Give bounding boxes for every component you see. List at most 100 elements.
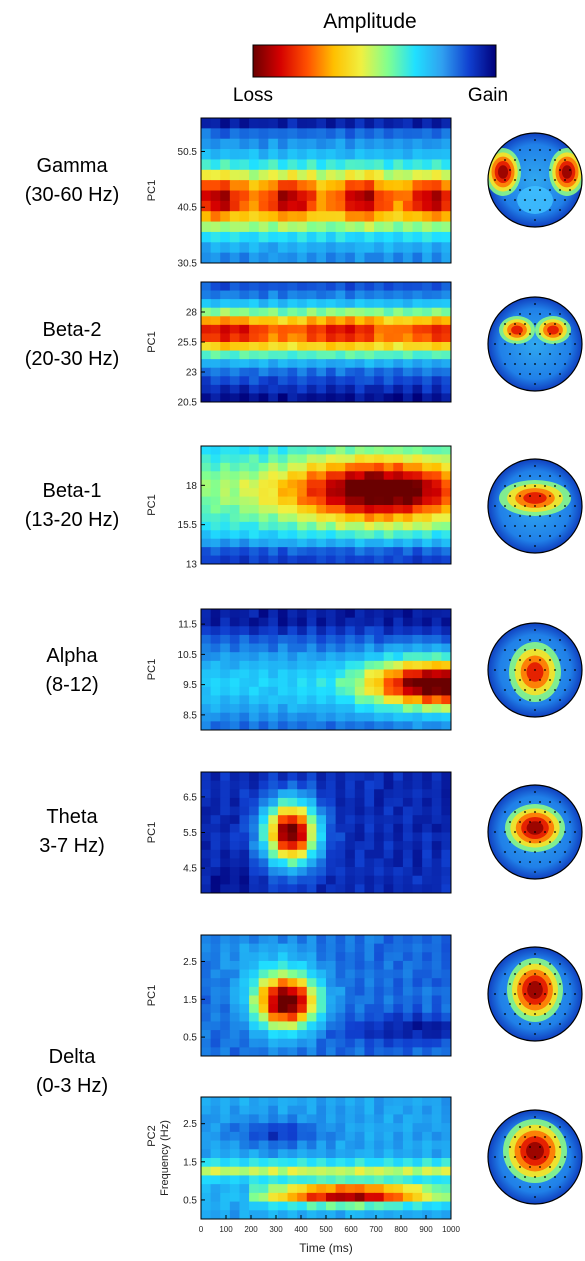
heatmap-cell: [297, 1105, 308, 1115]
heatmap-cell: [201, 242, 212, 254]
heatmap-cell: [277, 797, 288, 807]
heatmap-cell: [364, 180, 375, 191]
heatmap-cell: [306, 384, 317, 394]
heatmap-cell: [220, 841, 231, 851]
heatmap-cell: [277, 479, 288, 489]
electrode-dot: [534, 525, 536, 527]
heatmap-cell: [431, 513, 442, 523]
heatmap-cell: [364, 806, 375, 816]
heatmap-cell: [277, 712, 288, 722]
heatmap-cell: [201, 721, 212, 731]
heatmap-cell: [441, 1131, 452, 1141]
heatmap-cell: [258, 841, 269, 851]
heatmap-cell: [431, 307, 442, 317]
heatmap-cell: [297, 1175, 308, 1185]
heatmap-cell: [229, 652, 240, 662]
heatmap-cell: [249, 1166, 260, 1176]
heatmap-cell: [268, 643, 279, 653]
heatmap-cell: [287, 704, 298, 714]
heatmap-cell: [249, 1123, 260, 1133]
electrode-dot: [564, 973, 566, 975]
heatmap-cell: [431, 333, 442, 343]
electrode-dot: [549, 963, 551, 965]
heatmap-cell: [383, 290, 394, 300]
heatmap-cell: [393, 1166, 404, 1176]
electrode-dot: [564, 649, 566, 651]
heatmap-cell: [335, 1184, 346, 1194]
heatmap-cell: [220, 128, 231, 140]
heatmap-cell: [277, 686, 288, 696]
heatmap-cell: [431, 617, 442, 627]
heatmap-cell: [402, 118, 413, 129]
heatmap-cell: [239, 221, 250, 233]
heatmap-cell: [277, 867, 288, 877]
electrode-dot: [554, 505, 556, 507]
heatmap-cell: [210, 678, 221, 688]
heatmap-cell: [258, 875, 269, 885]
heatmap-cell: [277, 652, 288, 662]
heatmap-cell: [210, 1114, 221, 1124]
heatmap-cell: [210, 986, 221, 996]
heatmap-cell: [277, 660, 288, 670]
heatmap-cell: [229, 393, 240, 403]
heatmap-cell: [354, 704, 365, 714]
heatmap-cell: [326, 462, 337, 472]
heatmap-cell: [220, 488, 231, 497]
heatmap-cell: [229, 324, 240, 334]
electrode-dot: [504, 1013, 506, 1015]
heatmap-cell: [364, 1158, 375, 1168]
heatmap-cell: [258, 806, 269, 816]
heatmap-cell: [249, 128, 260, 140]
heatmap-cell: [412, 943, 423, 953]
electrode-dot: [519, 1186, 521, 1188]
electrode-dot: [549, 1003, 551, 1005]
heatmap-cell: [229, 721, 240, 731]
heatmap-cell: [201, 1047, 212, 1057]
heatmap-cell: [374, 823, 385, 833]
heatmap-cell: [210, 935, 221, 945]
heatmap-cell: [316, 376, 327, 386]
heatmap-cell: [345, 1004, 356, 1014]
heatmap-cell: [277, 1004, 288, 1014]
heatmap-cell: [364, 652, 375, 662]
heatmap-cell: [239, 1131, 250, 1141]
heatmap-cell: [316, 359, 327, 369]
heatmap-cell: [412, 789, 423, 799]
heatmap-cell: [374, 1021, 385, 1031]
heatmap-cell: [354, 1175, 365, 1185]
electrode-dot: [519, 963, 521, 965]
y-tick-label: 0.5: [183, 1195, 197, 1206]
heatmap-cell: [422, 969, 433, 979]
heatmap-cell: [422, 367, 433, 377]
heatmap-cell: [249, 626, 260, 636]
heatmap-cell: [297, 1192, 308, 1202]
electrode-dot: [529, 1146, 531, 1148]
heatmap-cell: [229, 290, 240, 300]
topomap-electrodes: [494, 629, 576, 711]
heatmap-cell: [326, 118, 337, 129]
heatmap-cell: [364, 823, 375, 833]
electrode-dot: [539, 313, 541, 315]
heatmap-cell: [258, 952, 269, 962]
heatmap-cell: [431, 1047, 442, 1057]
heatmap-cell: [210, 169, 221, 181]
heatmap-cell: [316, 471, 327, 481]
heatmap-cell: [297, 1012, 308, 1022]
heatmap-cell: [326, 1175, 337, 1185]
heatmap-cell: [335, 617, 346, 627]
heatmap-cell: [364, 660, 375, 670]
band-label-beta2-name: Beta-2: [43, 319, 102, 341]
heatmap-cell: [431, 367, 442, 377]
heatmap-cell: [393, 290, 404, 300]
heatmap-cell: [393, 617, 404, 627]
heatmap-cell: [249, 995, 260, 1005]
y-axis-label: PC1: [146, 494, 158, 515]
heatmap-cell: [201, 1123, 212, 1133]
heatmap-cell: [239, 538, 250, 548]
heatmap-cell: [277, 704, 288, 714]
heatmap-cell: [210, 1047, 221, 1057]
heatmap-cell: [220, 643, 231, 653]
heatmap-cell: [258, 1012, 269, 1022]
heatmap-cell: [412, 995, 423, 1005]
electrode-dot: [534, 709, 536, 711]
